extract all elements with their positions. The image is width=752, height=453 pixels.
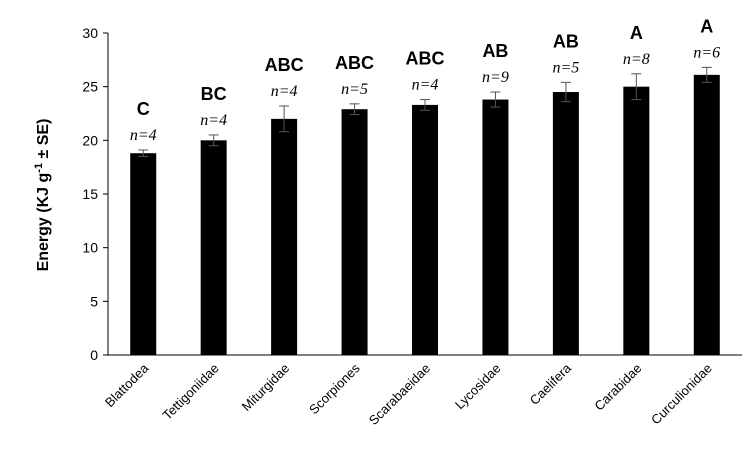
- x-tick-label: Lycosidae: [452, 361, 504, 413]
- significance-group-label: BC: [201, 84, 227, 104]
- bar: [412, 104, 438, 355]
- sample-size-label: n=6: [693, 44, 720, 61]
- y-tick-label: 25: [82, 79, 98, 95]
- significance-group-label: A: [700, 16, 713, 36]
- sample-size-label: n=4: [130, 127, 157, 144]
- bar: [623, 86, 650, 356]
- bar: [693, 74, 720, 356]
- x-tick-label: Blattodea: [102, 360, 152, 410]
- y-tick-label: 15: [82, 186, 98, 202]
- y-tick-label: 20: [82, 132, 98, 148]
- sample-size-label: n=5: [341, 81, 368, 98]
- error-bars: [138, 66, 712, 157]
- significance-group-label: C: [137, 99, 150, 119]
- bar: [341, 109, 368, 355]
- sample-size-label: n=5: [552, 59, 579, 76]
- significance-group-label: ABC: [265, 55, 304, 75]
- bar: [200, 140, 227, 355]
- y-axis-label-superscript: -1: [33, 163, 45, 173]
- sample-size-label: n=9: [482, 69, 509, 86]
- x-axis-labels: Blattodea Tettigoniidae Miturgidae Scorpion…: [102, 360, 715, 428]
- x-tick-label: Tettigoniidae: [160, 361, 222, 423]
- bar: [130, 153, 157, 355]
- significance-group-label: AB: [482, 41, 508, 61]
- y-tick-label: 5: [90, 293, 98, 309]
- annotations: n=4 Cn=4 BC n=4 ABC n=5 ABC n=4 ABC n=9 AB n=5 AB n=8…: [130, 16, 720, 144]
- y-tick-label: 0: [90, 347, 98, 363]
- sample-size-label: n=4: [271, 83, 298, 100]
- bar: [482, 99, 509, 356]
- significance-group-label: ABC: [406, 49, 445, 69]
- significance-group-label: AB: [553, 31, 579, 51]
- x-tick-label: Scorpiones: [306, 360, 363, 417]
- y-tick-label: 30: [82, 25, 98, 41]
- bar: [552, 92, 579, 356]
- bars: [130, 74, 720, 356]
- x-tick-label: Carabidae: [591, 361, 644, 414]
- x-tick-label: Caelifera: [527, 360, 575, 408]
- sample-size-label: n=4: [412, 77, 439, 94]
- sample-size-label: n=4: [200, 112, 227, 129]
- significance-group-label: A: [630, 23, 643, 43]
- x-tick-label: Curculionidae: [648, 361, 715, 428]
- bar: [271, 118, 298, 355]
- y-tick-label: 10: [82, 240, 98, 256]
- x-tick-label: Miturgidae: [239, 361, 293, 415]
- y-axis-label: Energy (KJ g-1 ± SE): [33, 119, 52, 272]
- y-axis-ticks: 0 5 10 15 20 25 30: [82, 25, 108, 363]
- significance-group-label: ABC: [335, 53, 374, 73]
- sample-size-label: n=8: [623, 51, 650, 68]
- x-tick-label: Scarabaeidae: [366, 361, 433, 428]
